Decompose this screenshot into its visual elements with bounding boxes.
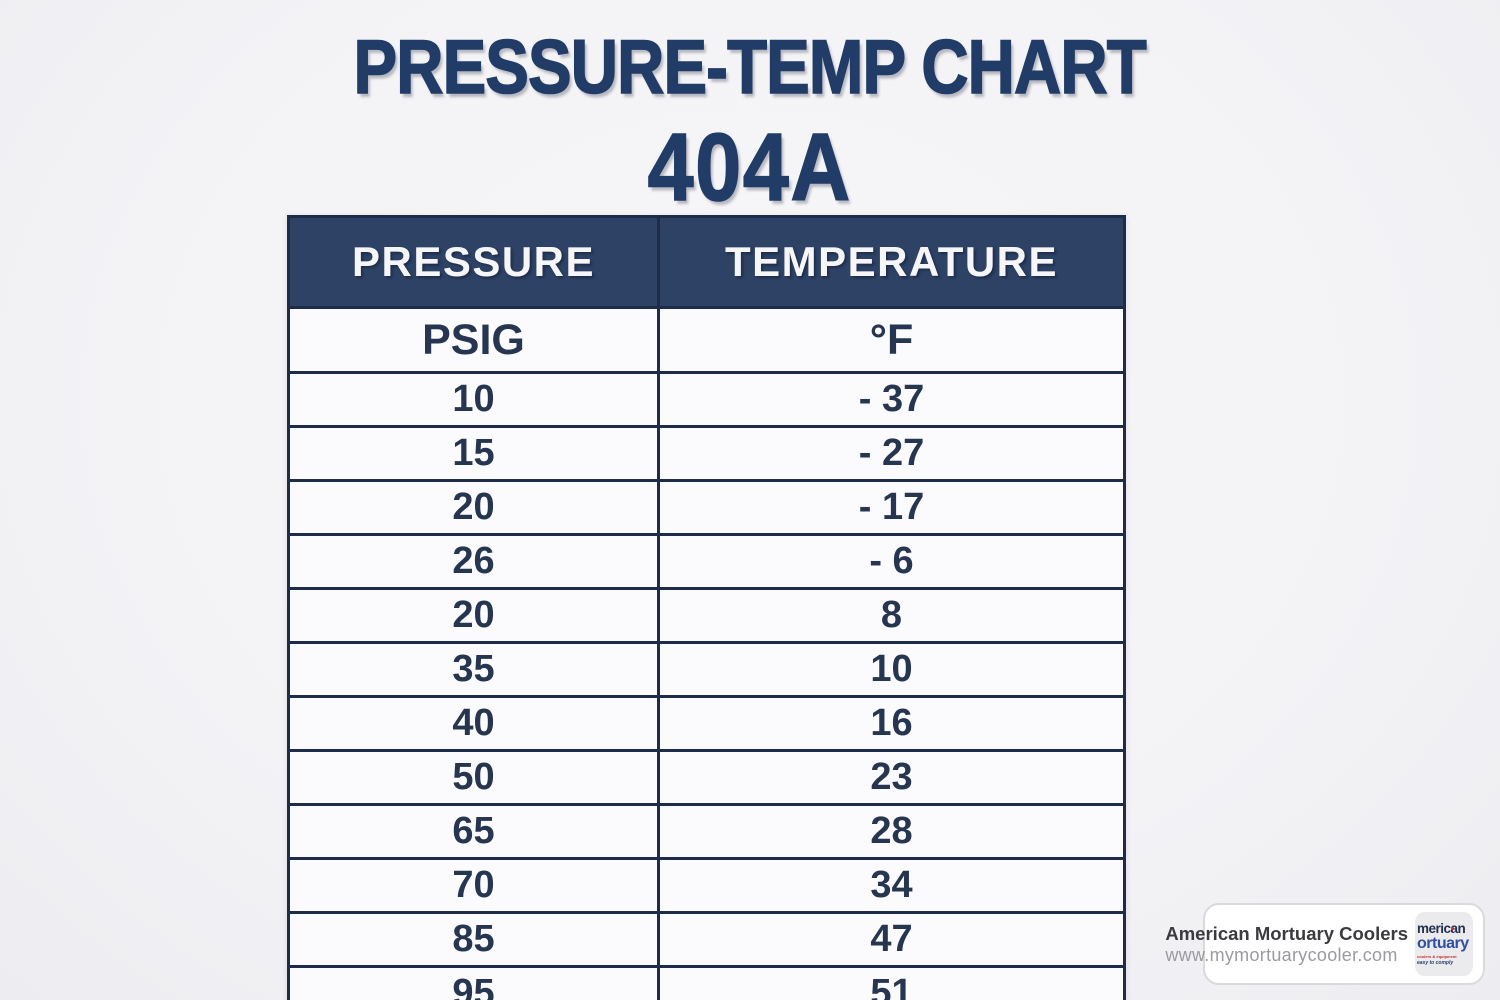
table-header-row: PRESSURE TEMPERATURE xyxy=(287,215,1126,309)
table-row: 15 - 27 xyxy=(287,425,1126,482)
table-row: 70 34 xyxy=(287,857,1126,914)
temperature-value: 10 xyxy=(657,641,1126,698)
pressure-value: 10 xyxy=(287,371,660,428)
pressure-value: 70 xyxy=(287,857,660,914)
logo-tagline-blue: easy to comply xyxy=(1417,960,1454,967)
pressure-unit: PSIG xyxy=(287,306,660,374)
company-name: American Mortuary Coolers xyxy=(1165,922,1408,944)
temperature-value: 16 xyxy=(657,695,1126,752)
table-row: 26 - 6 xyxy=(287,533,1126,590)
pressure-value: 20 xyxy=(287,479,660,536)
table-row: 35 10 xyxy=(287,641,1126,698)
pressure-value: 85 xyxy=(287,911,660,968)
temperature-unit: °F xyxy=(657,306,1126,374)
pressure-value: 26 xyxy=(287,533,660,590)
pressure-value: 35 xyxy=(287,641,660,698)
brand-text-block: American Mortuary Coolers www.mymortuary… xyxy=(1165,922,1408,967)
table-row: 50 23 xyxy=(287,749,1126,806)
website-url: www.mymortuarycooler.com xyxy=(1165,944,1398,965)
pressure-column-header: PRESSURE xyxy=(287,215,660,309)
logo-wordmark-line1: merican xyxy=(1417,920,1466,936)
pressure-value: 20 xyxy=(287,587,660,644)
temperature-value: 47 xyxy=(657,911,1126,968)
table-row: 10 - 37 xyxy=(287,371,1126,428)
temperature-value: 51 xyxy=(657,965,1126,1000)
temperature-value: - 6 xyxy=(657,533,1126,590)
temperature-value: - 17 xyxy=(657,479,1126,536)
pressure-value: 40 xyxy=(287,695,660,752)
logo-wordmark-line2: ortuary xyxy=(1417,935,1469,953)
title-line-1: PRESSURE-TEMP CHART xyxy=(353,25,1148,110)
temperature-value: 28 xyxy=(657,803,1126,860)
table-row: 40 16 xyxy=(287,695,1126,752)
table-row: 65 28 xyxy=(287,803,1126,860)
page-title: PRESSURE-TEMP CHART 404A xyxy=(0,25,1500,221)
brand-badge: American Mortuary Coolers www.mymortuary… xyxy=(1165,903,1485,985)
company-logo-icon: merican ortuary coolers & equipment easy… xyxy=(1415,912,1473,976)
pressure-temp-table: PRESSURE TEMPERATURE PSIG °F 10 - 37 15 … xyxy=(287,215,1126,1000)
pressure-value: 65 xyxy=(287,803,660,860)
table-row: 95 51 xyxy=(287,965,1126,1000)
logo-tagline-red: coolers & equipment xyxy=(1417,954,1457,960)
table-row: 85 47 xyxy=(287,911,1126,968)
table-row: 20 8 xyxy=(287,587,1126,644)
pressure-value: 15 xyxy=(287,425,660,482)
temperature-column-header: TEMPERATURE xyxy=(657,215,1126,309)
temperature-value: 8 xyxy=(657,587,1126,644)
pressure-value: 95 xyxy=(287,965,660,1000)
table-row: 20 - 17 xyxy=(287,479,1126,536)
temperature-value: - 37 xyxy=(657,371,1126,428)
temperature-value: 34 xyxy=(657,857,1126,914)
pressure-value: 50 xyxy=(287,749,660,806)
logo-red-dot xyxy=(1451,927,1454,930)
unit-row: PSIG °F xyxy=(287,306,1126,374)
temperature-value: 23 xyxy=(657,749,1126,806)
temperature-value: - 27 xyxy=(657,425,1126,482)
title-line-2: 404A xyxy=(647,114,853,221)
